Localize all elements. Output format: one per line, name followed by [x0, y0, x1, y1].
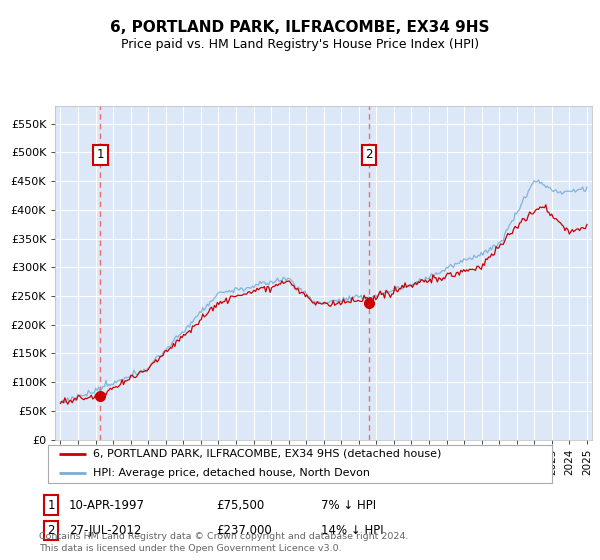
Text: Contains HM Land Registry data © Crown copyright and database right 2024.
This d: Contains HM Land Registry data © Crown c… [39, 533, 409, 553]
Text: £75,500: £75,500 [216, 498, 264, 512]
Text: Price paid vs. HM Land Registry's House Price Index (HPI): Price paid vs. HM Land Registry's House … [121, 38, 479, 51]
Text: £237,000: £237,000 [216, 524, 272, 537]
Text: 1: 1 [47, 498, 55, 512]
Text: HPI: Average price, detached house, North Devon: HPI: Average price, detached house, Nort… [94, 468, 370, 478]
Text: 2: 2 [47, 524, 55, 537]
Text: 14% ↓ HPI: 14% ↓ HPI [321, 524, 383, 537]
Text: 10-APR-1997: 10-APR-1997 [69, 498, 145, 512]
Text: 6, PORTLAND PARK, ILFRACOMBE, EX34 9HS (detached house): 6, PORTLAND PARK, ILFRACOMBE, EX34 9HS (… [94, 449, 442, 459]
Text: 7% ↓ HPI: 7% ↓ HPI [321, 498, 376, 512]
Text: 1: 1 [97, 148, 104, 161]
Text: 6, PORTLAND PARK, ILFRACOMBE, EX34 9HS: 6, PORTLAND PARK, ILFRACOMBE, EX34 9HS [110, 20, 490, 35]
Text: 27-JUL-2012: 27-JUL-2012 [69, 524, 142, 537]
Text: 2: 2 [365, 148, 373, 161]
